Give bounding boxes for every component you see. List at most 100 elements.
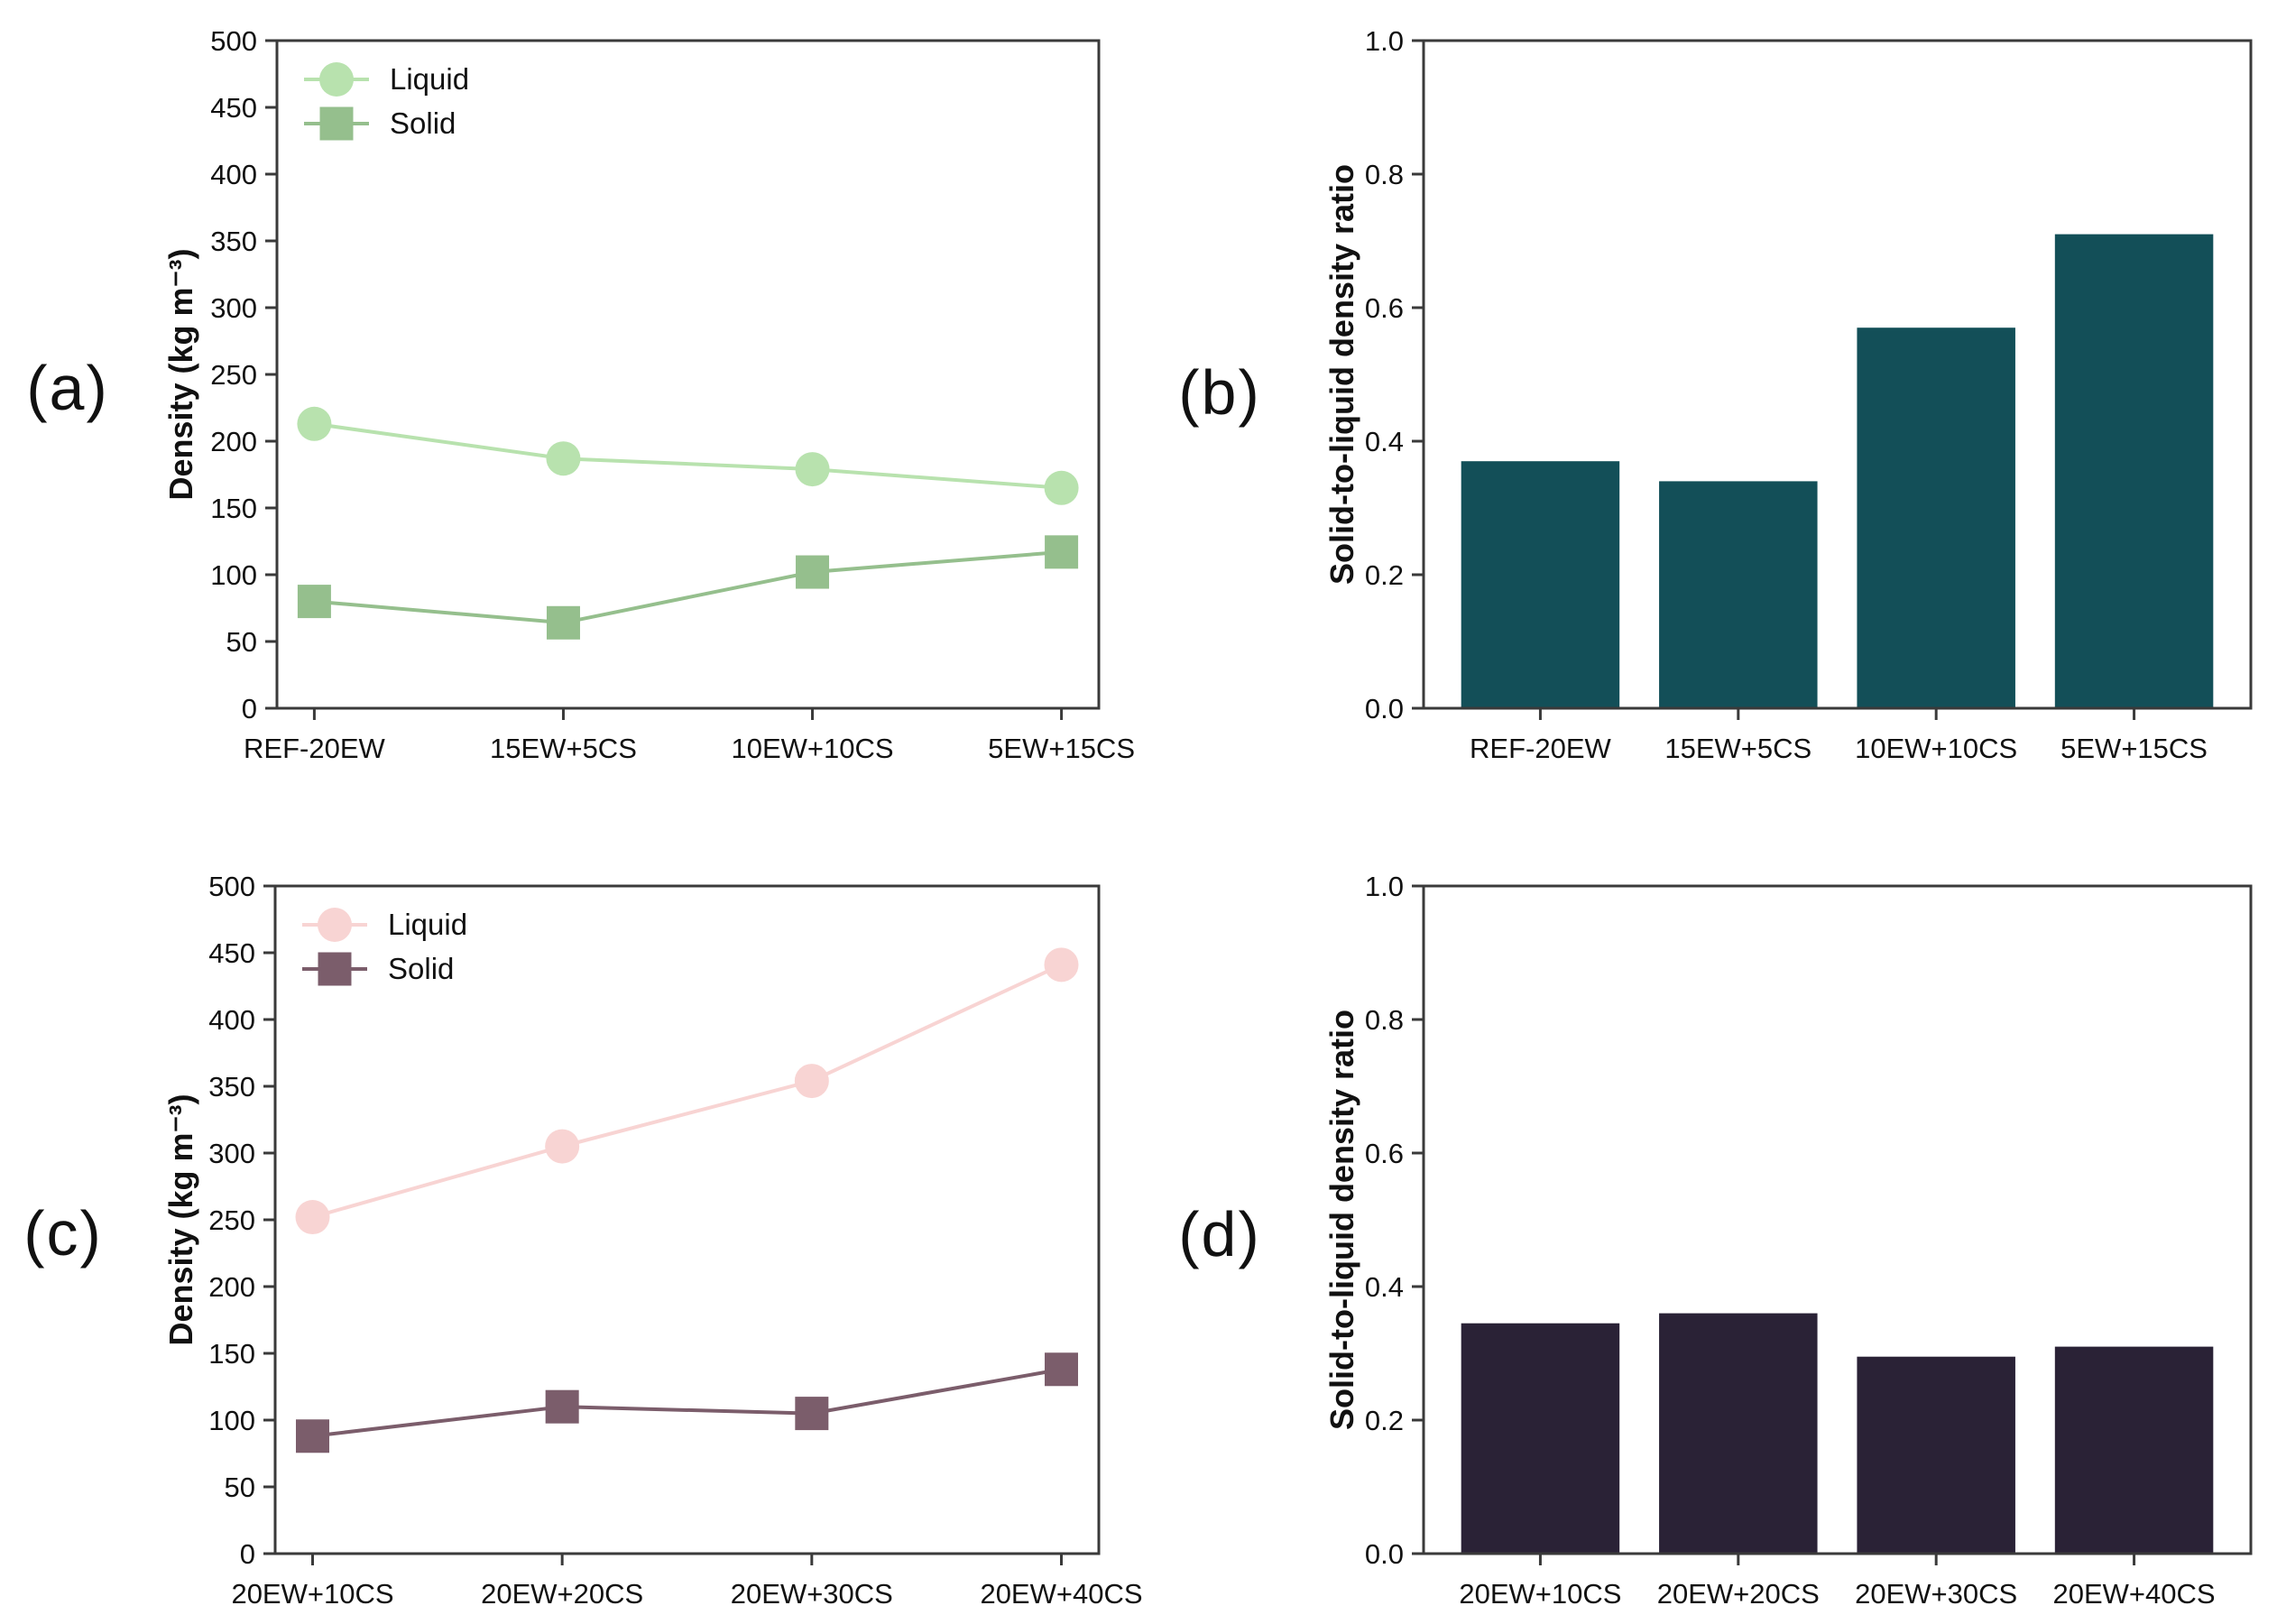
liquid-marker [295,1200,330,1235]
solid-marker [1045,1352,1078,1387]
y-tick-label: 400 [208,1004,255,1036]
y-tick-label: 50 [225,1472,255,1503]
y-tick-label: 0.2 [1365,559,1404,591]
plot-border [275,39,1101,710]
bar-20EW+20CS [1659,1313,1818,1554]
x-tick-label: 20EW+10CS [1459,1578,1621,1610]
liquid-series-line [311,963,1063,1219]
liquid-marker [1044,947,1079,983]
y-tick-label: 250 [210,359,257,391]
y-tick-label: 250 [208,1204,255,1236]
y-axis-label: Density (kg m⁻³) [162,248,199,500]
x-tick-label: 15EW+5CS [1664,733,1811,764]
legend-circle-marker [319,62,354,97]
bar-20EW+10CS [1461,1323,1620,1554]
x-tick-label: 15EW+5CS [490,733,637,764]
liquid-marker [297,406,332,441]
y-tick-label: 350 [210,226,257,257]
bar-5EW+15CS [2054,234,2214,709]
liquid-marker [1044,470,1079,505]
y-axis-label: Density (kg m⁻³) [162,1093,199,1345]
y-tick-label: 450 [210,92,257,124]
solid-marker [795,1397,829,1431]
solid-marker [297,585,331,619]
x-tick-label: REF-20EW [1470,733,1611,764]
y-tick-label: 0.6 [1365,1138,1404,1169]
legend-square-marker [319,106,354,141]
x-tick-label: 20EW+10CS [231,1578,393,1610]
plot-border [273,884,1101,1555]
y-tick-label: 300 [208,1138,255,1169]
y-tick-label: 200 [208,1271,255,1303]
y-tick-label: 0.6 [1365,292,1404,324]
panel-label-b: (b) [1178,357,1261,428]
x-tick-label: REF-20EW [244,733,385,764]
y-tick-label: 0 [240,1538,255,1570]
y-tick-label: 100 [208,1405,255,1436]
x-tick-label: 20EW+20CS [1657,1578,1820,1610]
panel-label-c: (c) [23,1198,103,1269]
x-tick-label: 20EW+20CS [481,1578,643,1610]
legend-label: Liquid [388,908,467,941]
x-tick-label: 20EW+30CS [1855,1578,2017,1610]
y-tick-label: 50 [226,626,257,658]
legend-circle-marker [318,908,352,942]
bar-10EW+10CS [1857,328,2015,708]
y-tick-label: 0.4 [1365,1271,1404,1303]
y-tick-label: 0.2 [1365,1405,1404,1436]
x-tick-label: 5EW+15CS [988,733,1135,764]
y-tick-label: 0.8 [1365,1004,1404,1036]
bar-15EW+5CS [1659,481,1818,708]
solid-series-line [314,549,1062,625]
x-tick-label: 20EW+30CS [731,1578,893,1610]
solid-marker [545,1389,579,1424]
bar-20EW+40CS [2054,1346,2214,1554]
bar-20EW+30CS [1857,1356,2015,1554]
liquid-marker [795,452,830,487]
liquid-marker [545,1129,580,1164]
legend-label: Solid [388,952,454,985]
solid-series-line [312,1367,1062,1438]
bar-REF-20EW [1461,461,1620,708]
y-tick-label: 200 [210,426,257,457]
y-tick-label: 1.0 [1365,871,1404,902]
solid-marker [546,605,580,640]
plot-border [1422,884,2253,1555]
x-tick-label: 10EW+10CS [1855,733,2017,764]
x-tick-label: 5EW+15CS [2060,733,2208,764]
solid-marker [296,1419,329,1453]
y-tick-label: 150 [210,493,257,524]
liquid-marker [546,441,581,476]
y-tick-label: 0.0 [1365,693,1404,724]
panel-label-d: (d) [1178,1199,1261,1269]
y-tick-label: 500 [208,871,255,902]
solid-marker [796,555,830,589]
y-tick-label: 300 [210,292,257,324]
solid-marker [1045,535,1079,569]
plot-border [1422,39,2253,710]
legend-label: Liquid [390,62,469,96]
y-axis-label: Solid-to-liquid density ratio [1323,164,1360,585]
y-axis-label: Solid-to-liquid density ratio [1323,1010,1360,1430]
y-tick-label: 0.0 [1365,1538,1404,1570]
x-tick-label: 20EW+40CS [2053,1578,2216,1610]
y-tick-label: 400 [210,159,257,190]
legend-label: Solid [390,106,456,140]
panel-label-a: (a) [26,353,109,423]
y-tick-label: 0.8 [1365,159,1404,190]
legend-square-marker [318,952,352,986]
x-tick-label: 10EW+10CS [731,733,893,764]
y-tick-label: 100 [210,559,257,591]
y-tick-label: 450 [208,937,255,969]
y-tick-label: 500 [210,25,257,57]
y-tick-label: 0.4 [1365,426,1404,457]
liquid-marker [794,1064,829,1099]
y-tick-label: 350 [208,1071,255,1103]
liquid-series-line [314,421,1062,490]
y-tick-label: 0 [242,693,257,724]
